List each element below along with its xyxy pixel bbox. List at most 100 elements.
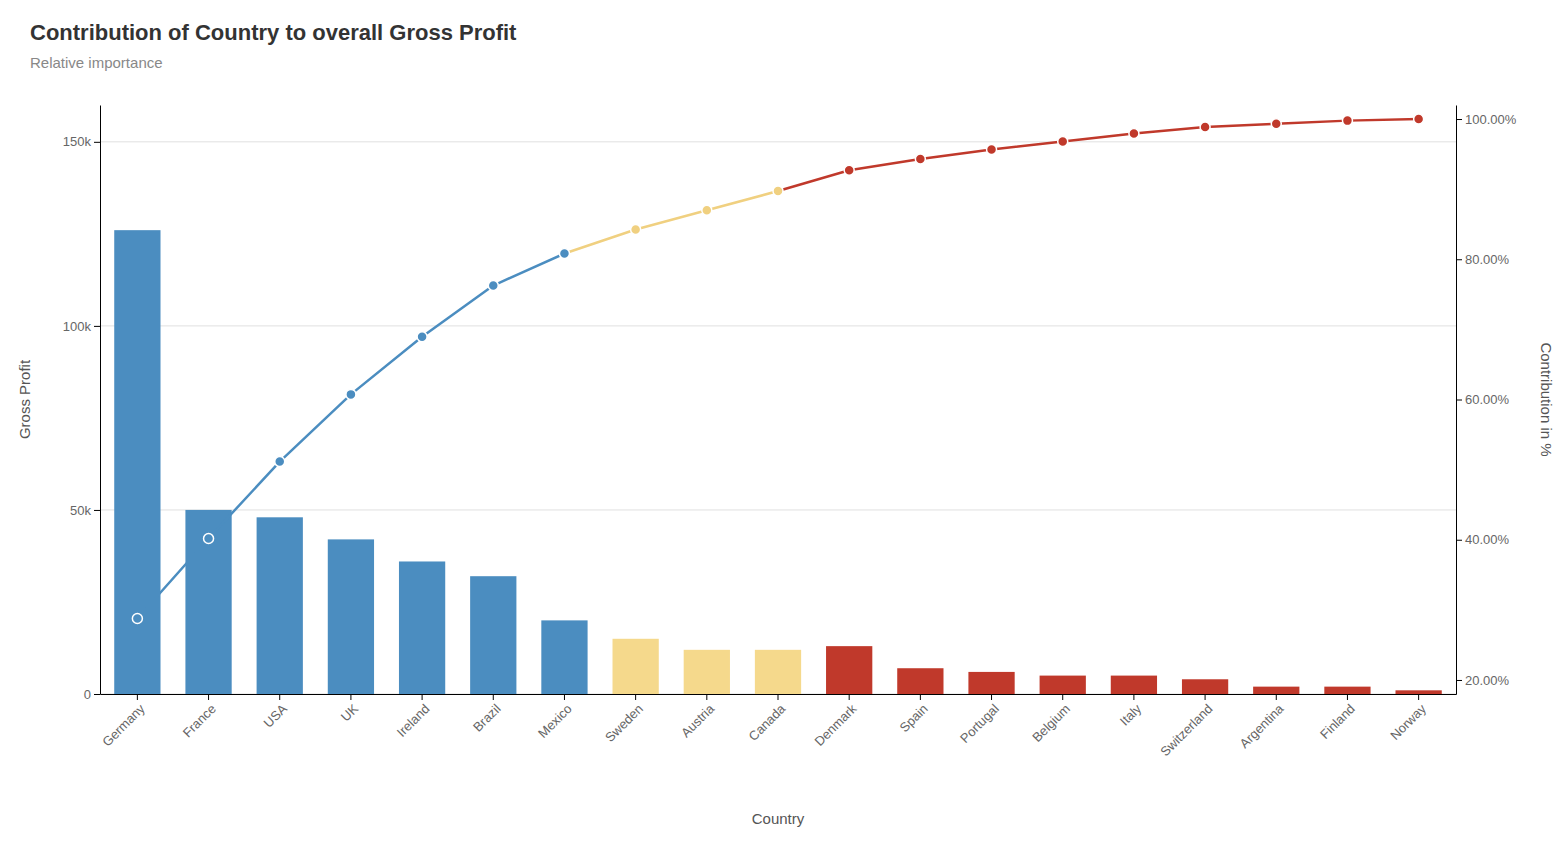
- tick-mark: [422, 694, 423, 700]
- tick: 0: [84, 687, 100, 702]
- tick: Ireland: [394, 694, 433, 740]
- tick-label: Norway: [1387, 701, 1429, 743]
- line-segment: [351, 337, 422, 395]
- tick: Argentina: [1237, 694, 1288, 751]
- marker: [702, 205, 712, 215]
- marks: [114, 114, 1442, 694]
- tick: 100.00%: [1456, 112, 1517, 127]
- tick: Austria: [678, 694, 718, 740]
- bar: [613, 639, 659, 694]
- line-series: [132, 114, 1423, 623]
- line-segment: [778, 170, 849, 191]
- tick-label: Germany: [99, 701, 148, 750]
- plot-area: 0 50k 100k 150k 20.00% 40.00% 60.00% 80.00% 100.…: [16, 106, 1555, 828]
- axis: GermanyFranceUSAUKIrelandBrazilMexicoSwe…: [99, 694, 1456, 759]
- marker: [1058, 136, 1068, 146]
- tick: Switzerland: [1157, 694, 1215, 759]
- bar: [1395, 690, 1441, 694]
- subtitle: Relative importance: [30, 54, 163, 71]
- marker: [204, 533, 214, 543]
- tick-mark: [564, 694, 565, 700]
- tick: 60.00%: [1456, 392, 1510, 407]
- line-segment: [1347, 119, 1418, 121]
- bar: [968, 672, 1014, 694]
- tick: Sweden: [602, 694, 646, 745]
- marker: [488, 281, 498, 291]
- marker: [987, 144, 997, 154]
- tick-mark: [279, 694, 280, 700]
- tick: Finland: [1317, 694, 1358, 742]
- tick-label: Belgium: [1029, 701, 1073, 745]
- axis-title: Country: [752, 810, 805, 827]
- tick-mark: [1133, 694, 1134, 700]
- tick-mark: [137, 694, 138, 700]
- tick-mark: [635, 694, 636, 700]
- bar: [1324, 687, 1370, 694]
- tick: France: [180, 694, 219, 740]
- line-segment: [280, 394, 351, 461]
- tick-mark: [1456, 259, 1462, 260]
- marker: [773, 186, 783, 196]
- bar: [328, 539, 374, 694]
- axis: 0 50k 100k 150k: [63, 106, 101, 702]
- line-segment: [209, 462, 280, 539]
- tick-mark: [991, 694, 992, 700]
- marker: [631, 224, 641, 234]
- tick-label: 150k: [63, 134, 92, 149]
- bar: [1040, 676, 1086, 694]
- tick: Germany: [99, 694, 148, 749]
- tick-mark: [706, 694, 707, 700]
- tick: UK: [338, 694, 362, 724]
- tick-label: Ireland: [394, 701, 433, 740]
- marker: [275, 457, 285, 467]
- tick: 50k: [70, 503, 100, 518]
- grid-line: [100, 509, 1456, 510]
- bar: [114, 230, 160, 694]
- marker: [1200, 122, 1210, 132]
- tick-label: France: [180, 701, 219, 740]
- tick-label: Italy: [1117, 701, 1145, 729]
- marker: [132, 614, 142, 624]
- tick-label: Finland: [1317, 701, 1358, 742]
- tick-mark: [208, 694, 209, 700]
- tick: Denmark: [812, 694, 860, 749]
- tick: Norway: [1387, 694, 1429, 743]
- bar: [755, 650, 801, 694]
- tick-label: Canada: [746, 701, 789, 744]
- tick-mark: [778, 694, 779, 700]
- tick-label: 20.00%: [1465, 673, 1510, 688]
- tick-mark: [1062, 694, 1063, 700]
- bar: [1182, 679, 1228, 694]
- bar: [257, 517, 303, 694]
- axis-title: Contribution in %: [1538, 342, 1555, 456]
- tick: 80.00%: [1456, 252, 1510, 267]
- bar: [185, 510, 231, 694]
- tick-mark: [1456, 540, 1462, 541]
- line-segment: [1134, 127, 1205, 133]
- line-segment: [920, 149, 991, 159]
- tick: Belgium: [1029, 694, 1073, 745]
- tick-label: 50k: [70, 503, 91, 518]
- tick-mark: [1347, 694, 1348, 700]
- chart: Contribution of Country to overall Gross…: [0, 0, 1566, 844]
- bar: [684, 650, 730, 694]
- tick-mark: [1456, 680, 1462, 681]
- title: Contribution of Country to overall Gross…: [30, 20, 517, 45]
- tick-label: 40.00%: [1465, 532, 1510, 547]
- bar: [470, 576, 516, 694]
- tick-label: Portugal: [957, 701, 1002, 746]
- tick-label: Brazil: [470, 701, 504, 735]
- line-segment: [422, 286, 493, 337]
- line-segment: [992, 141, 1063, 149]
- line-segment: [849, 159, 920, 170]
- tick-mark: [350, 694, 351, 700]
- tick: 100k: [63, 319, 100, 334]
- bar-series: [114, 230, 1442, 694]
- marker: [417, 332, 427, 342]
- tick-label: Denmark: [812, 701, 860, 749]
- tick: 20.00%: [1456, 673, 1510, 688]
- tick-mark: [1418, 694, 1419, 700]
- tick-mark: [1276, 694, 1277, 700]
- line-segment: [137, 538, 208, 618]
- tick-mark: [493, 694, 494, 700]
